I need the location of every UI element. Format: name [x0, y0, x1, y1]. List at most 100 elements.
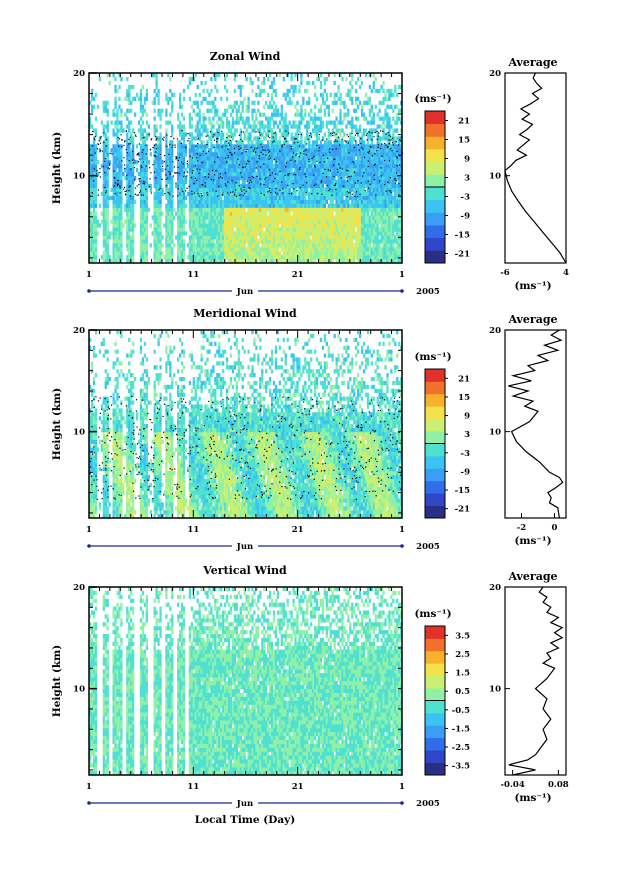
- heatmap-cell: [386, 243, 389, 248]
- heatmap-cell: [327, 120, 330, 125]
- heatmap-cell: [306, 255, 309, 260]
- heatmap-cell: [182, 175, 186, 181]
- heatmap-cell: [364, 207, 368, 212]
- heatmap-cell: [128, 120, 131, 125]
- heatmap-cell: [116, 223, 119, 228]
- heatmap-cell: [188, 211, 192, 216]
- heatmap-cell: [243, 215, 246, 220]
- heatmap-cell: [341, 239, 344, 244]
- heatmap-cell: [300, 168, 303, 173]
- heatmap-cell: [257, 76, 260, 82]
- heatmap-cell: [368, 247, 371, 252]
- heatmap-cell: [282, 207, 285, 212]
- heatmap-cell: [178, 171, 182, 177]
- heatmap-cell: [165, 160, 168, 165]
- heatmap-cell: [257, 136, 260, 141]
- heatmap-cell: [368, 219, 371, 224]
- heatmap-cell: [353, 179, 356, 185]
- heatmap-cell: [124, 175, 127, 181]
- heatmap-cell: [180, 251, 184, 256]
- heatmap-cell: [177, 243, 180, 248]
- heatmap-cell: [157, 259, 160, 264]
- heatmap-cell: [90, 191, 94, 197]
- heatmap-cell: [206, 175, 209, 181]
- heatmap-cell: [347, 175, 350, 181]
- heatmap-cell: [345, 243, 348, 248]
- heatmap-cell: [306, 88, 309, 94]
- heatmap-cell: [280, 259, 283, 264]
- heatmap-cell: [296, 243, 299, 248]
- heatmap-cell: [364, 231, 368, 236]
- heatmap-cell: [198, 235, 201, 240]
- heatmap-cell: [239, 227, 242, 232]
- heatmap-cell: [208, 191, 211, 197]
- heatmap-cell: [294, 175, 297, 181]
- heatmap-cell: [155, 183, 158, 189]
- heatmap-cell: [265, 124, 268, 129]
- heatmap-cell: [312, 148, 315, 153]
- heatmap-cell: [178, 104, 182, 109]
- heatmap-cell: [380, 223, 383, 228]
- heatmap-cell: [278, 199, 282, 204]
- heatmap-cell: [263, 203, 266, 208]
- heatmap-cell: [139, 88, 143, 94]
- heatmap-cell: [182, 128, 186, 133]
- heatmap-cell: [370, 215, 373, 220]
- heatmap-cell: [308, 207, 311, 212]
- heatmap-cell: [368, 183, 371, 189]
- heatmap-cell: [276, 187, 280, 193]
- heatmap-cell: [210, 199, 213, 204]
- heatmap-cell: [90, 104, 94, 109]
- heatmap-cell: [382, 239, 385, 244]
- heatmap-cell: [155, 73, 158, 78]
- heatmap-cell: [312, 160, 315, 165]
- heatmap-cell: [308, 144, 311, 149]
- heatmap-cell: [347, 171, 350, 177]
- heatmap-cell: [341, 183, 344, 189]
- heatmap-cell: [327, 219, 330, 224]
- heatmap-cell: [222, 247, 225, 252]
- heatmap-cell: [223, 183, 227, 189]
- heatmap-cell: [292, 92, 295, 98]
- heatmap-cell: [235, 73, 238, 78]
- heatmap-cell: [278, 259, 282, 264]
- heatmap-cell: [280, 108, 283, 113]
- heatmap-cell: [92, 179, 96, 185]
- heatmap-cell: [200, 148, 203, 153]
- heatmap-cell: [112, 195, 115, 200]
- heatmap-cell: [143, 231, 147, 236]
- heatmap-cell: [362, 251, 366, 256]
- heatmap-cell: [253, 187, 256, 193]
- heatmap-cell: [268, 247, 272, 252]
- heatmap-cell: [362, 179, 366, 185]
- heatmap-cell: [339, 191, 342, 197]
- heatmap-cell: [94, 199, 98, 204]
- heatmap-cell: [227, 175, 231, 181]
- heatmap-cell: [296, 108, 299, 113]
- heatmap-cell: [347, 247, 350, 252]
- heatmap-cell: [327, 243, 330, 248]
- heatmap-cell: [106, 124, 109, 129]
- heatmap-cell: [313, 239, 317, 244]
- heatmap-cell: [323, 144, 327, 149]
- heatmap-cell: [306, 168, 309, 173]
- heatmap-cell: [208, 187, 211, 193]
- heatmap-cell: [231, 168, 235, 173]
- heatmap-cell: [341, 227, 344, 232]
- heatmap-cell: [265, 136, 268, 141]
- heatmap-cell: [337, 219, 340, 224]
- heatmap-cell: [212, 175, 215, 181]
- heatmap-cell: [253, 215, 256, 220]
- heatmap-cell: [268, 255, 272, 260]
- heatmap-cell: [257, 108, 260, 113]
- heatmap-cell: [212, 187, 215, 193]
- heatmap-cell: [188, 219, 192, 224]
- heatmap-cell: [261, 239, 264, 244]
- heatmap-cell: [357, 183, 360, 189]
- heatmap-cell: [321, 187, 325, 193]
- heatmap-cell: [255, 223, 258, 228]
- heatmap-cell: [220, 148, 223, 153]
- heatmap-cell: [263, 187, 266, 193]
- heatmap-cell: [294, 223, 297, 228]
- heatmap-cell: [265, 116, 268, 121]
